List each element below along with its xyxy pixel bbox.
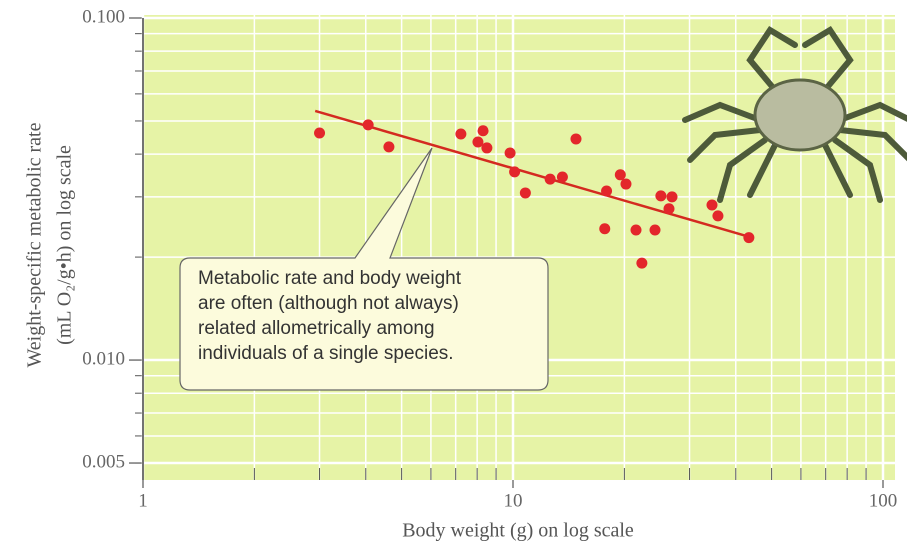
y-axis-label: Weight-specific metabolic rate — [24, 122, 46, 367]
x-axis-label: Body weight (g) on log scale — [402, 520, 634, 542]
data-point — [478, 125, 489, 136]
data-point — [631, 225, 642, 236]
data-point — [599, 223, 610, 234]
data-point — [663, 203, 674, 214]
annotation-text: related allometrically among — [198, 318, 435, 339]
x-tick-label: 100 — [869, 490, 898, 511]
y-tick-label: 0.100 — [82, 6, 125, 27]
data-point — [455, 129, 466, 140]
data-point — [383, 141, 394, 152]
annotation-text: are often (although not always) — [198, 293, 459, 314]
data-point — [615, 169, 626, 180]
data-point — [570, 133, 581, 144]
data-point — [650, 225, 661, 236]
data-point — [655, 190, 666, 201]
x-tick-label: 10 — [504, 490, 523, 511]
crab-body — [755, 80, 845, 150]
data-point — [601, 186, 612, 197]
data-point — [520, 187, 531, 198]
data-point — [314, 128, 325, 139]
data-point — [706, 199, 717, 210]
y-axis-label: (mL O₂/g•h) on log scale — [54, 145, 76, 345]
data-point — [505, 148, 516, 159]
data-point — [472, 136, 483, 147]
data-point — [712, 210, 723, 221]
data-point — [636, 258, 647, 269]
annotation-text: Metabolic rate and body weight — [198, 268, 462, 289]
data-point — [667, 191, 678, 202]
data-point — [620, 179, 631, 190]
y-tick-label: 0.010 — [82, 348, 125, 369]
chart: Body weight (g) on log scale Weight-spec… — [0, 0, 907, 549]
annotation-text: individuals of a single species. — [198, 343, 454, 364]
data-point — [743, 232, 754, 243]
y-tick-label: 0.005 — [82, 451, 125, 472]
data-point — [557, 171, 568, 182]
data-point — [481, 142, 492, 153]
x-tick-label: 1 — [138, 490, 148, 511]
data-point — [545, 174, 556, 185]
data-point — [363, 119, 374, 130]
data-point — [509, 166, 520, 177]
